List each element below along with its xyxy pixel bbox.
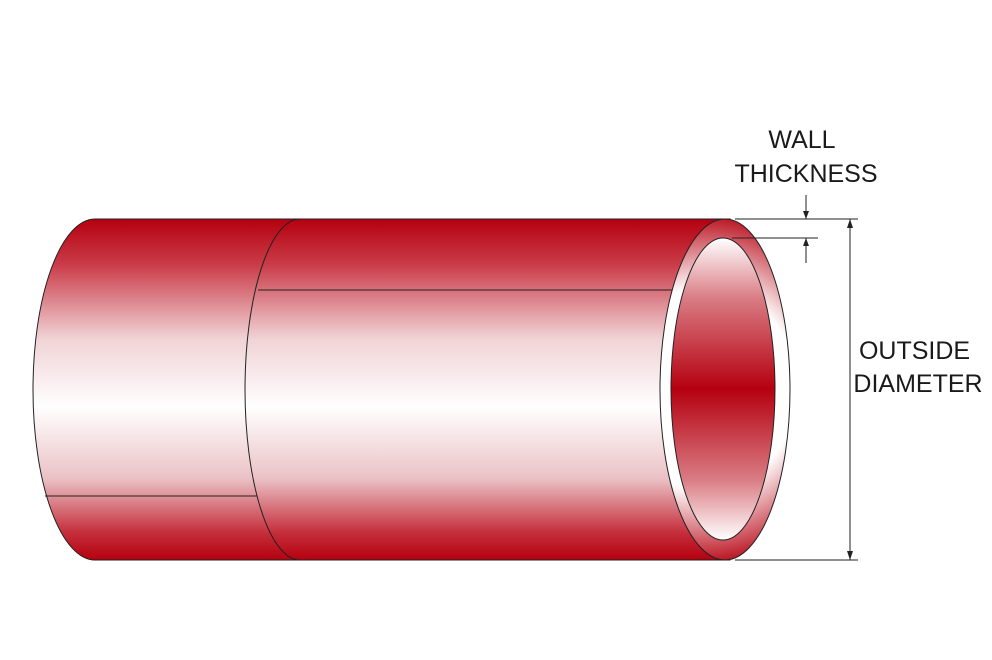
wall-thickness-label-line-2: THICKNESS <box>734 160 877 188</box>
pipe-end-inner-bore <box>670 237 776 541</box>
pipe-back-segment <box>32 218 301 561</box>
wall-thickness-label: WALL THICKNESS <box>734 126 877 188</box>
outside-diameter-label-line-2: DIAMETER <box>853 370 982 398</box>
pipe-front-sleeve <box>244 218 731 561</box>
wall-thickness-label-line-1: WALL <box>768 126 835 154</box>
outside-diameter-label-line-1: OUTSIDE <box>859 337 970 365</box>
outside-diameter-label: OUTSIDE DIAMETER <box>853 337 982 398</box>
outside-diameter-dimension <box>735 218 858 561</box>
